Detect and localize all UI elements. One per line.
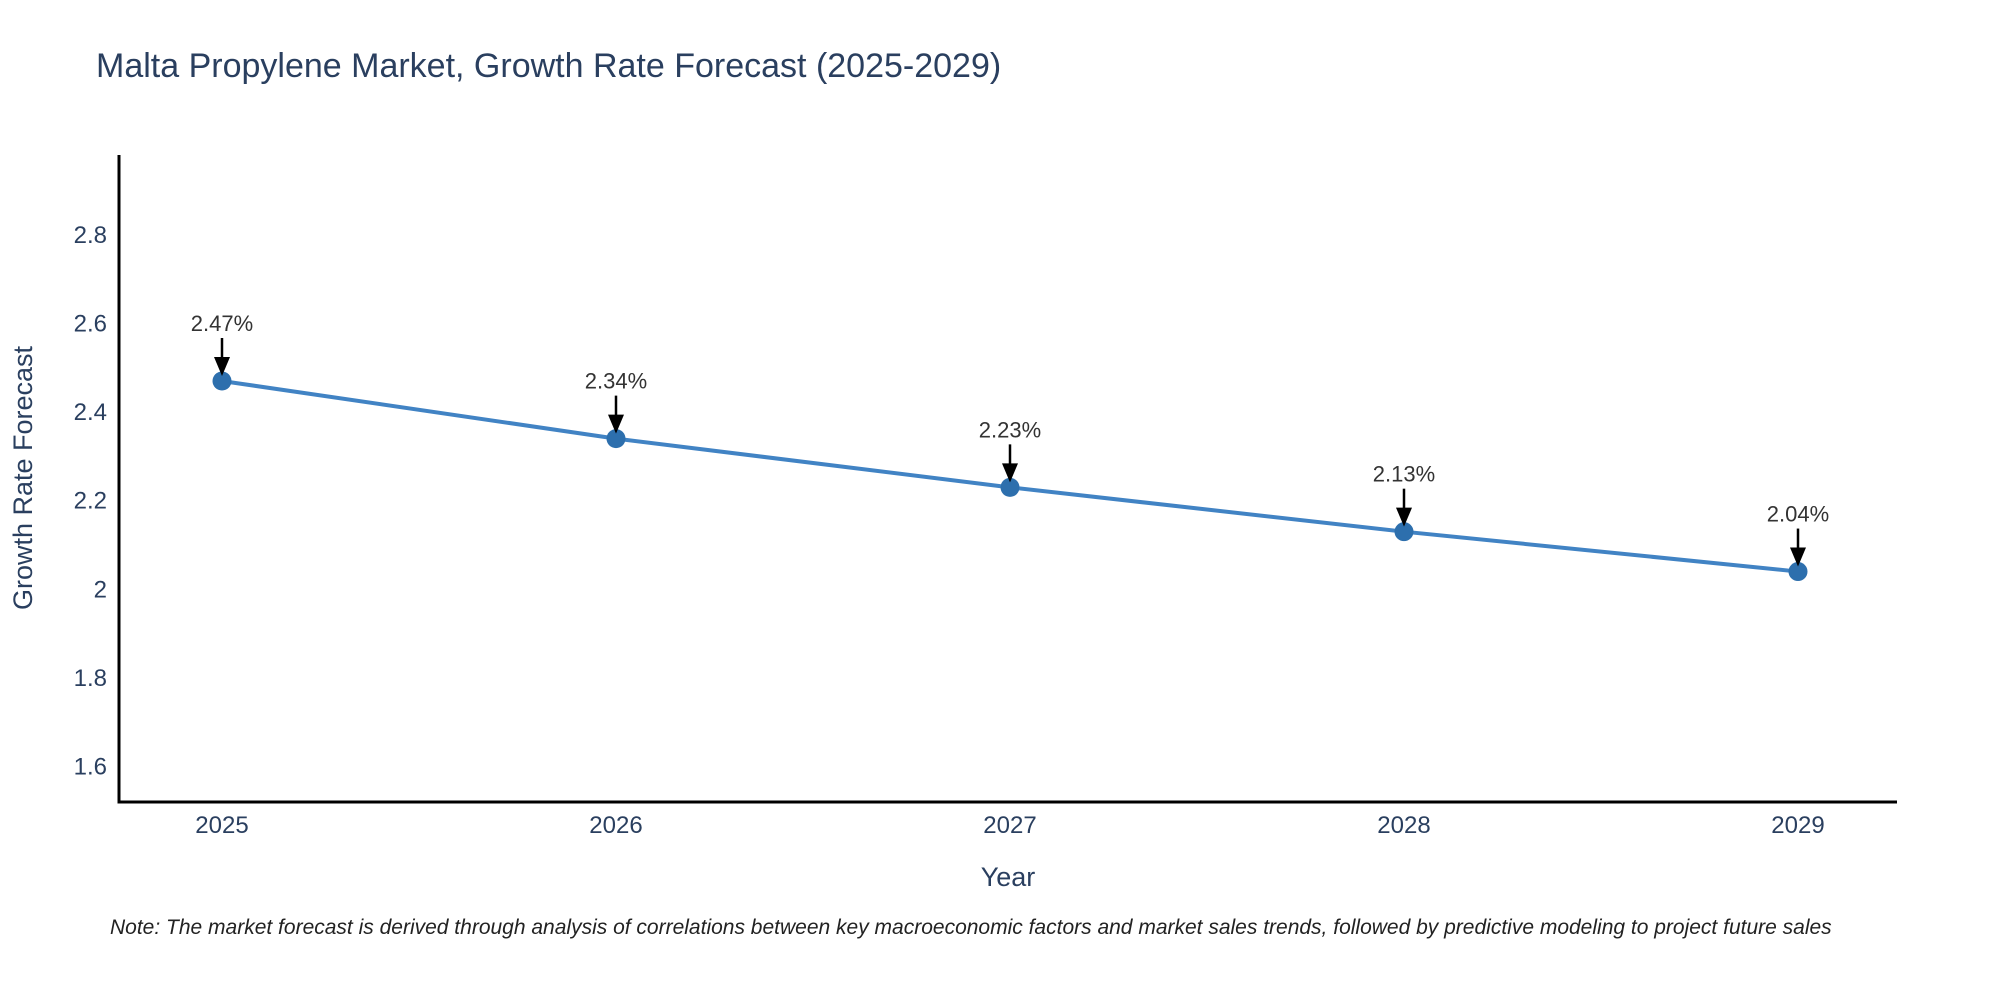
plot-generated-layer: 2.8 2.6 2.4 2.2 2 1.8 1.6 2025 2026 2027 2028 2029 2… bbox=[74, 155, 1897, 839]
x-axis-title: Year bbox=[981, 862, 1036, 892]
annotation-label: 2.23% bbox=[979, 417, 1041, 442]
axis-spine bbox=[117, 155, 1897, 804]
x-tick-label: 2027 bbox=[983, 812, 1036, 839]
y-tick-label: 1.6 bbox=[74, 754, 107, 781]
y-tick-label: 2.8 bbox=[74, 222, 107, 249]
data-point-marker bbox=[606, 429, 626, 449]
y-tick-label: 2.2 bbox=[74, 488, 107, 515]
annotation-arrow-head bbox=[214, 357, 230, 377]
y-tick-label: 2.6 bbox=[74, 310, 107, 337]
annotation-label: 2.47% bbox=[191, 311, 253, 336]
y-tick-label: 2.4 bbox=[74, 399, 107, 426]
annotation-arrow-head bbox=[1002, 463, 1018, 483]
annotation-arrow-head bbox=[608, 414, 624, 434]
x-tick-label: 2028 bbox=[1377, 812, 1430, 839]
data-point-marker bbox=[1788, 562, 1808, 582]
y-tick-label: 2 bbox=[94, 576, 107, 603]
annotation-arrow-head bbox=[1396, 507, 1412, 527]
x-tick-label: 2025 bbox=[195, 812, 248, 839]
chart-title: Malta Propylene Market, Growth Rate Fore… bbox=[96, 47, 1002, 85]
data-point-marker bbox=[1394, 522, 1414, 542]
x-tick-label: 2029 bbox=[1771, 812, 1824, 839]
data-point-marker bbox=[212, 371, 232, 391]
y-axis-title: Growth Rate Forecast bbox=[8, 345, 38, 610]
annotation-arrow-head bbox=[1790, 547, 1806, 567]
y-tick-label: 1.8 bbox=[74, 665, 107, 692]
footnote: Note: The market forecast is derived thr… bbox=[110, 916, 1832, 939]
x-tick-label: 2026 bbox=[589, 812, 642, 839]
annotation-label: 2.34% bbox=[585, 369, 647, 394]
annotation-label: 2.13% bbox=[1373, 462, 1435, 487]
annotation-label: 2.04% bbox=[1767, 502, 1829, 527]
data-point-marker bbox=[1000, 477, 1020, 497]
